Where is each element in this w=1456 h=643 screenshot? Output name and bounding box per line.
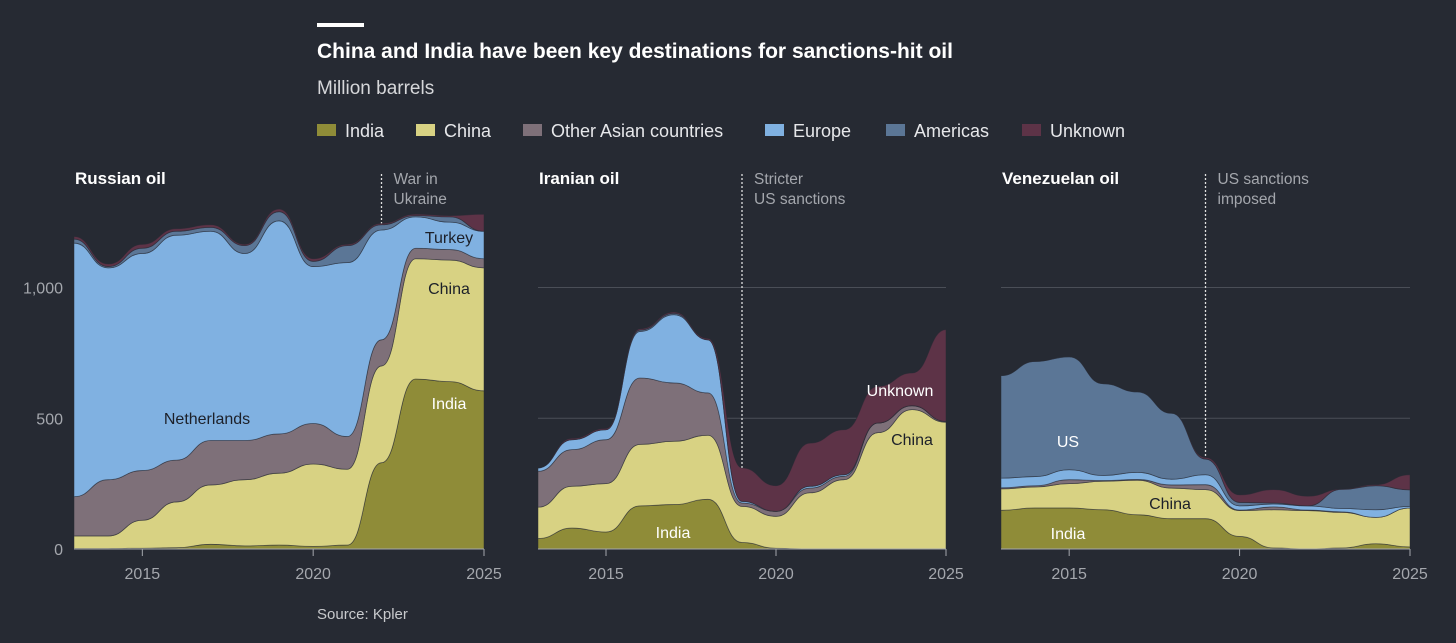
- panel-title: Iranian oil: [539, 169, 619, 188]
- legend-swatch: [523, 124, 542, 136]
- annotation-text: US sanctions: [1218, 171, 1310, 188]
- annotation-text: Stricter: [754, 171, 803, 188]
- legend-item: Americas: [886, 121, 989, 141]
- legend-swatch: [317, 124, 336, 136]
- x-tick-label: 2015: [588, 566, 624, 583]
- annotation-text: US sanctions: [754, 191, 846, 208]
- legend-swatch: [1022, 124, 1041, 136]
- y-tick-label: 0: [54, 542, 63, 559]
- area-label-unknown: Unknown: [867, 383, 934, 400]
- area-unknown: [1000, 356, 1411, 507]
- area-label-india: India: [432, 396, 467, 413]
- area-label-turkey: Turkey: [425, 230, 473, 247]
- x-tick-label: 2020: [1222, 566, 1258, 583]
- legend-label: Europe: [793, 121, 851, 141]
- x-tick-label: 2015: [125, 566, 161, 583]
- panel-venezuelan-oil: 2015 2020 2025 Venezuelan oil US sanctions im…: [1000, 169, 1428, 583]
- annotation-text: War in: [394, 171, 438, 188]
- chart-title: China and India have been key destinatio…: [317, 40, 953, 63]
- area-label-netherlands: Netherlands: [164, 411, 250, 428]
- area-labels: Netherlands Turkey China India India Chi…: [164, 230, 1191, 543]
- legend-item: China: [416, 121, 492, 141]
- legend-label: Americas: [914, 121, 989, 141]
- x-tick-label: 2025: [466, 566, 502, 583]
- area-label-china: China: [1149, 496, 1191, 513]
- area-label-us: US: [1057, 434, 1079, 451]
- x-tick-label: 2025: [928, 566, 964, 583]
- legend-item: Unknown: [1022, 121, 1125, 141]
- chart-subtitle: Million barrels: [317, 78, 434, 99]
- y-tick-label: 500: [36, 411, 63, 428]
- x-tick-label: 2020: [295, 566, 331, 583]
- legend-swatch: [416, 124, 435, 136]
- area-label-india: India: [656, 525, 691, 542]
- x-tick-label: 2025: [1392, 566, 1428, 583]
- legend: India China Other Asian countries Europe Ame…: [317, 121, 1125, 141]
- legend-label: India: [345, 121, 385, 141]
- panel-title: Russian oil: [75, 169, 166, 188]
- x-tick-label: 2020: [758, 566, 794, 583]
- area-unknown: [537, 311, 947, 512]
- legend-label: Other Asian countries: [551, 121, 723, 141]
- legend-label: China: [444, 121, 492, 141]
- panel-title: Venezuelan oil: [1002, 169, 1119, 188]
- annotation-text: imposed: [1218, 191, 1277, 208]
- title-bar: [317, 23, 364, 27]
- legend-item: India: [317, 121, 385, 141]
- annotation-text: Ukraine: [394, 191, 447, 208]
- x-tick-label: 2015: [1051, 566, 1087, 583]
- panel-russian-oil: 2015 2020 2025 0 500 1,000 Russian oil War in Uk…: [23, 169, 502, 583]
- area-label-china: China: [428, 281, 470, 298]
- y-tick-label: 1,000: [23, 281, 63, 298]
- area-label-india: India: [1051, 526, 1086, 543]
- legend-swatch: [765, 124, 784, 136]
- source-note: Source: Kpler: [317, 606, 408, 623]
- legend-swatch: [886, 124, 905, 136]
- legend-label: Unknown: [1050, 121, 1125, 141]
- area-label-china: China: [891, 432, 933, 449]
- legend-item: Europe: [765, 121, 851, 141]
- legend-item: Other Asian countries: [523, 121, 723, 141]
- panel-iranian-oil: 2015 2020 2025 Iranian oil Stricter US sancti…: [537, 169, 964, 583]
